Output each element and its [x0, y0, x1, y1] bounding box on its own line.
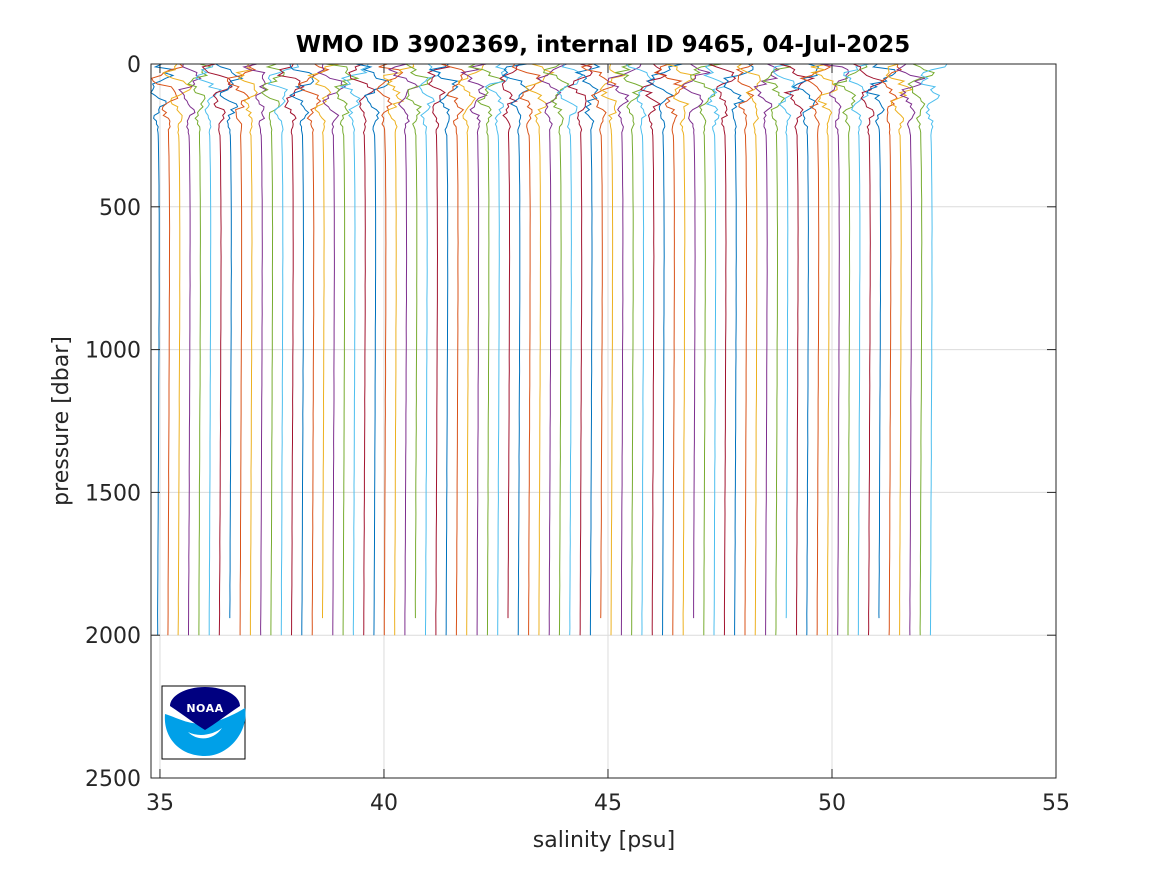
y-tick-label: 500: [99, 196, 141, 221]
x-tick-label: 40: [370, 791, 398, 816]
profile-line: [178, 63, 202, 636]
profile-line: [753, 63, 780, 636]
profile-line: [297, 63, 330, 636]
profile-line: [791, 63, 820, 636]
profile-line: [536, 63, 567, 636]
axis-ticks: [151, 63, 1057, 779]
profile-line: [426, 63, 452, 636]
profile-line: [779, 63, 816, 636]
profile-line: [639, 63, 668, 636]
profile-line: [843, 63, 870, 636]
y-axis-label: pressure [dbar]: [49, 336, 74, 506]
profile-line: [150, 63, 185, 636]
profile-line: [215, 63, 244, 619]
profile-line: [525, 63, 555, 636]
profile-line: [799, 63, 832, 636]
profile-line: [773, 63, 798, 619]
profile-line: [735, 63, 755, 636]
profile-line: [316, 63, 347, 636]
x-tick-label: 45: [594, 791, 622, 816]
logo-blue-wave: [164, 708, 246, 756]
y-tick-label: 1000: [85, 339, 141, 364]
chart-title: WMO ID 3902369, internal ID 9465, 04-Jul…: [296, 32, 911, 58]
logo-navy-dome: [170, 687, 240, 730]
profile-line: [511, 63, 543, 636]
profile-line: [556, 63, 584, 636]
profile-line: [460, 63, 488, 636]
profile-line: [457, 63, 485, 636]
profile-line: [195, 63, 222, 636]
profile-line: [325, 63, 360, 636]
axis-tick-labels: 35 40 45 50 55 0 500 1000 1500 2000 2500: [85, 53, 1070, 816]
profile-line: [920, 63, 948, 636]
axes-box: [150, 63, 1057, 779]
y-tick-label: 1500: [85, 481, 141, 506]
profile-line: [664, 63, 696, 636]
x-tick-label: 55: [1042, 791, 1070, 816]
profile-line: [376, 63, 404, 636]
profile-line: [703, 63, 727, 636]
profile-line: [567, 63, 593, 636]
profile-line: [681, 63, 711, 619]
profile-line: [810, 63, 838, 636]
profile-line: [339, 63, 369, 636]
profile-line: [260, 63, 285, 636]
profile-line: [615, 63, 643, 636]
x-tick-label: 35: [146, 791, 174, 816]
profile-line: [819, 63, 850, 636]
logo-gull-icon: [188, 728, 222, 739]
profile-line: [653, 63, 688, 636]
profile-line: [307, 63, 340, 619]
profile-line: [226, 63, 257, 636]
profile-line: [646, 63, 683, 636]
profile-line: [387, 63, 419, 636]
profile-line: [722, 63, 754, 636]
profile-line: [761, 63, 792, 636]
profile-line: [708, 63, 737, 636]
profile-line: [499, 63, 521, 619]
profile-line: [599, 63, 625, 636]
profile-line: [235, 63, 258, 636]
profile-line: [574, 63, 601, 636]
profile-line: [866, 63, 897, 619]
profile-line: [606, 63, 642, 636]
profile-line: [289, 63, 315, 636]
profile-line: [736, 63, 761, 636]
profile-line: [267, 63, 300, 636]
logo-text: NOAA: [186, 702, 223, 715]
profile-line: [440, 63, 467, 636]
y-tick-label: 0: [127, 53, 141, 78]
profile-line: [187, 63, 213, 636]
profile-line: [690, 63, 722, 636]
y-tick-label: 2500: [85, 767, 141, 792]
profile-line: [348, 63, 377, 636]
profile-line: [580, 63, 617, 619]
x-tick-label: 50: [818, 791, 846, 816]
profile-line: [201, 63, 233, 636]
profile-line: [383, 63, 415, 636]
profile-line: [405, 63, 432, 619]
profile-line: [502, 63, 530, 636]
profile-line: [907, 63, 935, 636]
profile-line: [242, 63, 268, 636]
profile-line: [418, 63, 442, 636]
profile-line: [896, 63, 926, 636]
profile-line: [484, 63, 509, 636]
y-tick-label: 2000: [85, 624, 141, 649]
x-axis-label: salinity [psu]: [533, 828, 675, 853]
profile-line: [833, 63, 868, 636]
profile-line: [625, 63, 656, 636]
noaa-logo: NOAA: [161, 685, 246, 760]
profile-line: [467, 63, 504, 636]
profile-line: [853, 63, 886, 636]
profile-line: [880, 63, 903, 636]
axes-background: [151, 64, 1056, 778]
profile-line: [355, 63, 390, 636]
profile-line: [885, 63, 914, 636]
plot-area: 35 40 45 50 55 0 500 1000 1500 2000 2500: [85, 53, 1070, 816]
profile-lines: [150, 63, 948, 636]
